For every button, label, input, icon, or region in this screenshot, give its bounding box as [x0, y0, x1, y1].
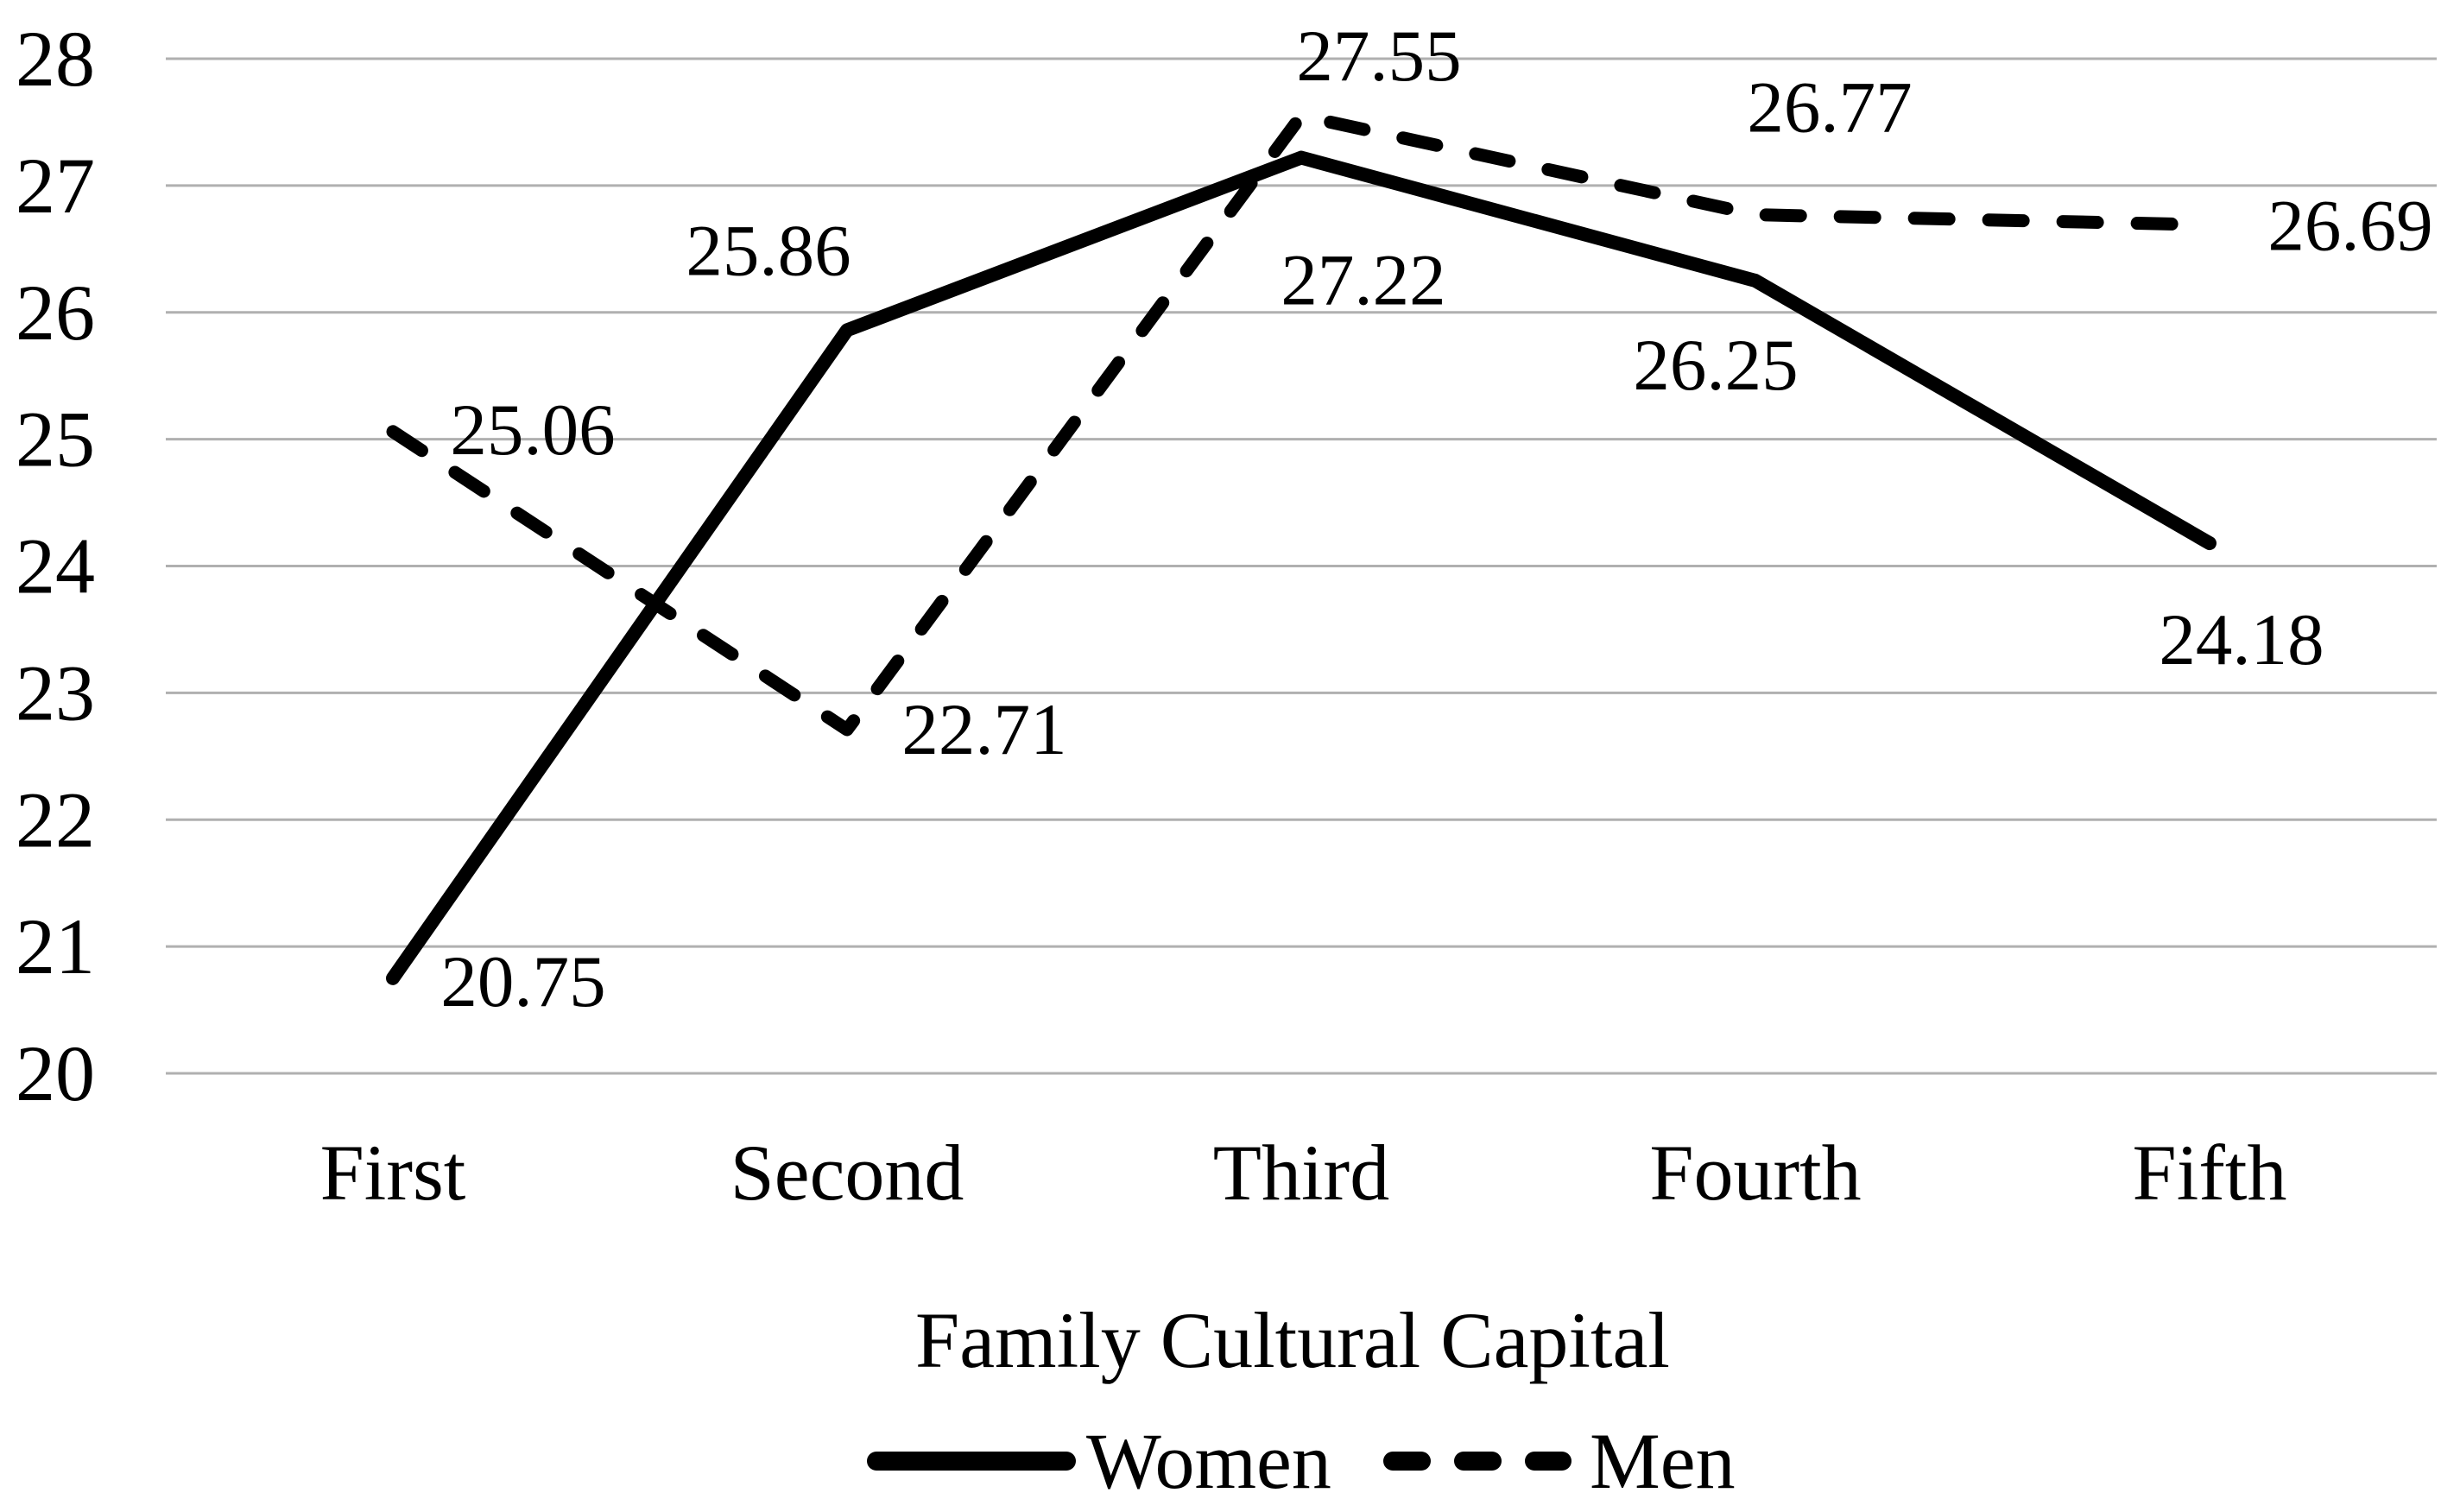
women-data-label: 20.75	[440, 941, 605, 1022]
x-axis-category-label: First	[320, 1129, 466, 1217]
y-axis-tick-label: 28	[16, 15, 95, 103]
women-data-label: 27.22	[1281, 240, 1445, 321]
y-axis-tick-label: 23	[16, 648, 95, 737]
men-data-label: 25.06	[450, 389, 615, 471]
x-axis-category-label: Fourth	[1649, 1129, 1861, 1217]
x-axis-category-label: Second	[730, 1129, 964, 1217]
x-axis-category-label: Third	[1213, 1129, 1389, 1217]
y-axis-tick-label: 21	[16, 902, 95, 990]
men-data-label: 22.71	[901, 689, 1066, 770]
men-data-label: 26.69	[2267, 185, 2432, 266]
women-data-label: 25.86	[686, 210, 851, 291]
y-axis-tick-label: 27	[16, 142, 95, 230]
women-series-line	[386, 150, 2217, 985]
y-axis-tick-label: 24	[16, 522, 95, 610]
y-axis-tick-label: 20	[16, 1029, 95, 1117]
series-group	[386, 109, 2217, 985]
men-data-label: 26.77	[1747, 67, 1912, 149]
y-axis-tick-label: 26	[16, 269, 95, 357]
legend-label-men: Men	[1590, 1417, 1736, 1505]
y-axis-tick-label: 25	[16, 395, 95, 484]
gridlines-group	[166, 57, 2437, 1075]
x-axis-title: Family Cultural Capital	[915, 1296, 1670, 1384]
x-axis-category-label: Fifth	[2133, 1129, 2287, 1217]
x-axis-labels-group: First Second Third Fourth Fifth	[320, 1129, 2287, 1217]
men-data-label: 27.55	[1296, 16, 1461, 97]
legend: Women Men	[867, 1417, 1736, 1505]
y-axis-labels-group: 20 21 22 23 24 25 26 27 28	[16, 15, 95, 1117]
women-data-label: 24.18	[2159, 599, 2324, 680]
legend-label-women: Women	[1086, 1417, 1331, 1505]
data-labels-group: 20.75 25.86 27.22 26.25 24.18 25.06 22.71 27.55…	[440, 16, 2432, 1022]
women-data-label: 26.25	[1633, 325, 1798, 406]
y-axis-tick-label: 22	[16, 775, 95, 864]
men-series-line	[386, 109, 2217, 737]
